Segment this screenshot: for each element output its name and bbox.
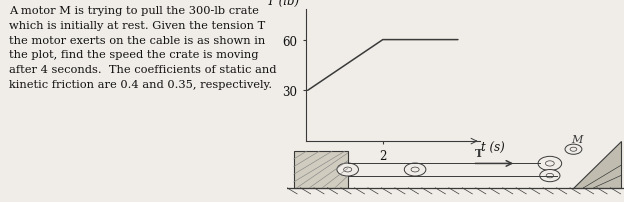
Circle shape [570,147,577,152]
Circle shape [411,167,419,172]
Text: M: M [571,134,583,144]
Bar [294,152,348,188]
Text: A motor M is trying to pull the 300-lb crate
which is initially at rest. Given t: A motor M is trying to pull the 300-lb c… [9,6,276,90]
Text: T (lb): T (lb) [267,0,300,7]
Circle shape [565,144,582,155]
Circle shape [538,157,562,171]
Circle shape [540,170,560,182]
Circle shape [404,163,426,176]
Circle shape [337,163,358,176]
Circle shape [344,167,352,172]
Text: T: T [475,148,483,159]
Polygon shape [573,141,621,188]
Text: t (s): t (s) [481,142,505,155]
Circle shape [546,174,553,178]
Circle shape [545,161,554,166]
